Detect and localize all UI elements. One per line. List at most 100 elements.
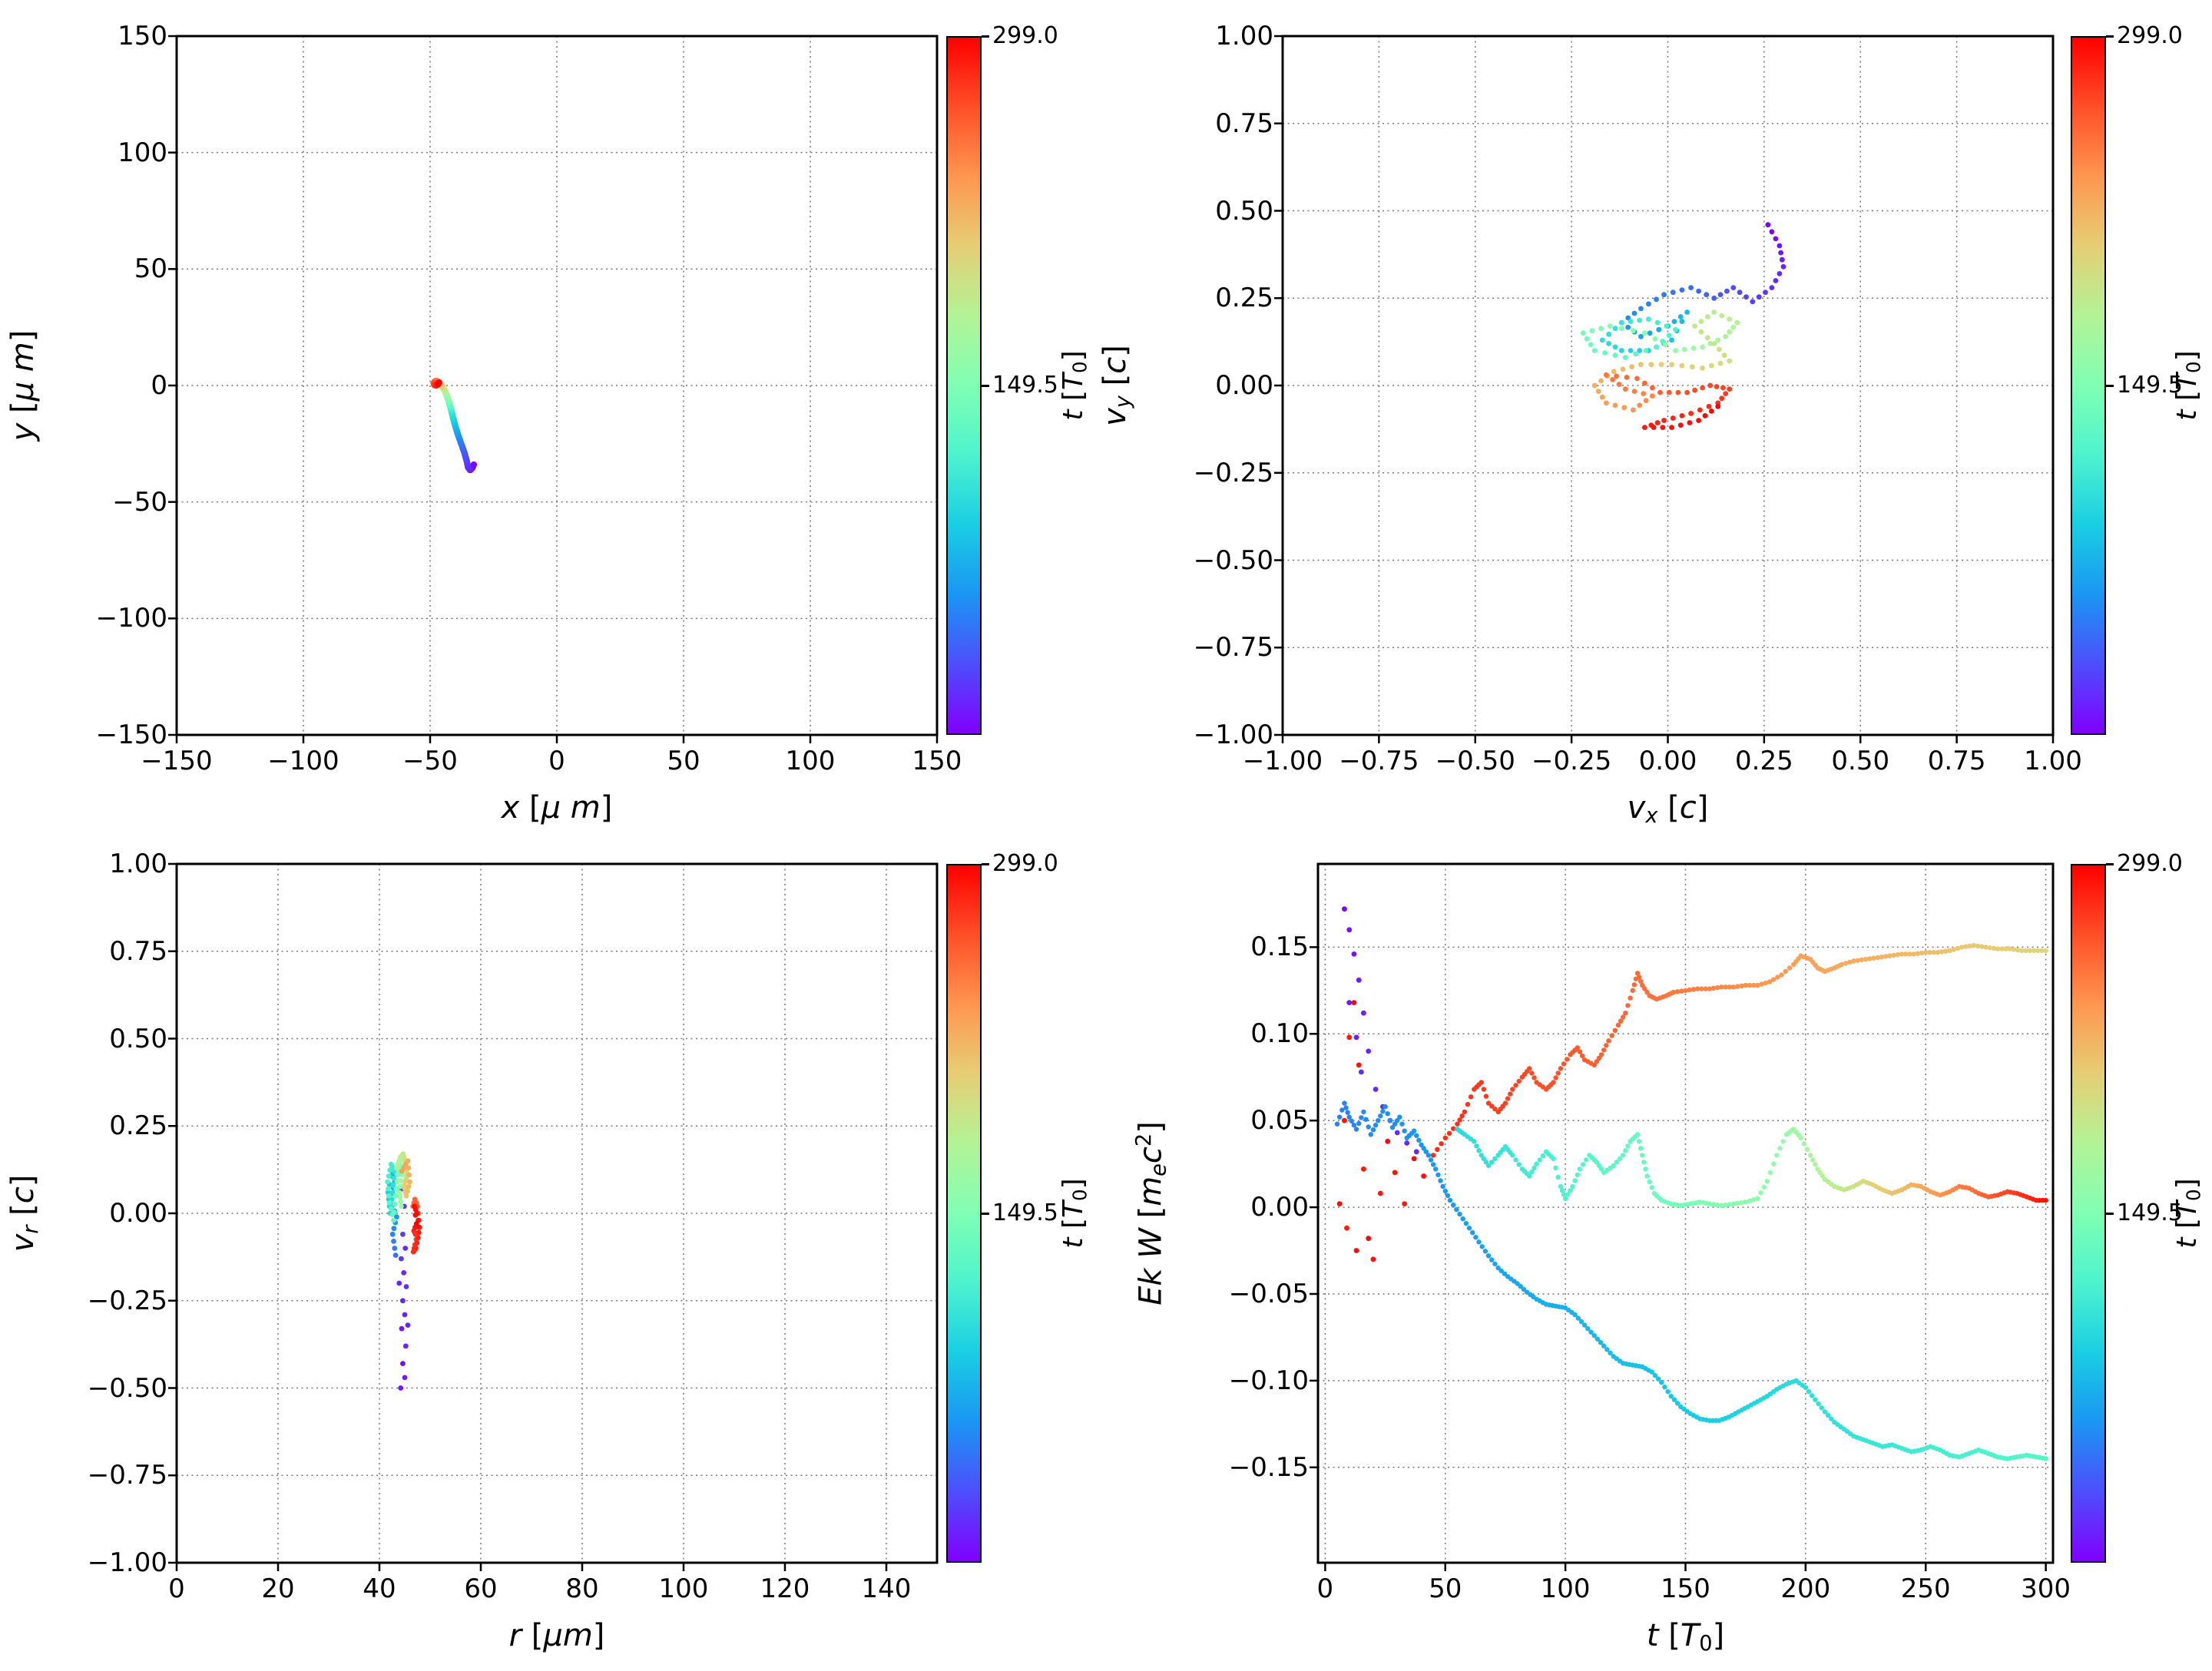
- y-tick-label: −0.75: [1193, 632, 1273, 663]
- colorbar-tick-label: 299.0: [992, 850, 1058, 877]
- colorbar-tick-mark: [2106, 35, 2114, 38]
- series-velocity-path: [1580, 222, 1786, 430]
- x-tick-label: 140: [861, 1573, 912, 1604]
- series-trajectory: [430, 377, 477, 474]
- series-ek-rising-branch: [1430, 942, 2048, 1158]
- series-early-red-scatter: [1336, 1000, 1426, 1262]
- axes-border: [175, 862, 939, 1564]
- tick-marks: [1310, 946, 2047, 1571]
- y-tick-label: 0.75: [109, 935, 167, 967]
- y-tick-label: −1.00: [87, 1547, 167, 1578]
- x-tick-label: −0.75: [1339, 746, 1419, 776]
- y-tick-label: 0.15: [1250, 931, 1309, 963]
- x-tick-label: −100: [267, 746, 339, 776]
- y-tick-label: 1.00: [1215, 21, 1273, 51]
- colorbar-tick-mark: [982, 1213, 989, 1215]
- x-tick-label: −0.50: [1435, 746, 1515, 776]
- x-tick-label: 0.50: [1831, 746, 1890, 776]
- y-tick-label: −50: [112, 486, 167, 518]
- y-tick-label: 0.00: [1250, 1192, 1309, 1223]
- energy-vs-time-plot-area: [1310, 862, 2055, 1571]
- series-w-descending-branch: [1334, 1100, 2048, 1461]
- y-tick-label: −0.75: [87, 1460, 167, 1491]
- x-axis-label: t [T0]: [1646, 1618, 1725, 1656]
- x-axis-label: vx [c]: [1627, 790, 1709, 828]
- y-tick-label: 0.00: [109, 1198, 167, 1229]
- colorbar-tick-mark: [982, 385, 989, 387]
- velocity-space-plot-area: [1274, 35, 2055, 743]
- y-tick-label: 0.05: [1250, 1105, 1309, 1137]
- colorbar-tick-label: 149.5: [2117, 372, 2183, 399]
- x-tick-label: 150: [1661, 1573, 1710, 1604]
- series-late-red-cluster: [410, 1196, 422, 1255]
- colorbar-tick-label: 299.0: [2117, 22, 2183, 49]
- colorbar-tick-label: 149.5: [2117, 1199, 2183, 1226]
- x-tick-label: 250: [1900, 1573, 1951, 1604]
- x-tick-label: 200: [1780, 1573, 1831, 1604]
- series-mid-time-path: [385, 1151, 412, 1258]
- colorbar: [946, 864, 982, 1563]
- x-tick-label: 100: [785, 746, 836, 776]
- y-tick-label: −1.00: [1193, 720, 1273, 750]
- axes-border: [1281, 35, 2055, 736]
- x-tick-label: 50: [1429, 1573, 1462, 1604]
- series-w-middle-branch: [1455, 1127, 2048, 1208]
- colorbar-tick-mark: [2106, 385, 2114, 387]
- x-axis-label: x [μ m]: [501, 790, 613, 826]
- tick-marks: [168, 35, 939, 743]
- x-tick-label: 40: [363, 1573, 396, 1604]
- y-tick-label: 0.75: [1215, 108, 1273, 139]
- x-tick-label: 300: [2021, 1573, 2071, 1604]
- y-tick-label: 0.50: [1215, 195, 1273, 227]
- y-tick-label: −0.05: [1228, 1279, 1309, 1309]
- x-axis-label: r [μm]: [508, 1618, 605, 1653]
- y-tick-label: −100: [95, 603, 167, 634]
- x-tick-label: −1.00: [1242, 746, 1323, 776]
- x-tick-label: 0.00: [1638, 746, 1697, 776]
- x-tick-label: −150: [141, 746, 213, 776]
- x-tick-label: 120: [760, 1573, 810, 1604]
- x-tick-label: 0: [168, 1573, 185, 1604]
- colorbar: [946, 36, 982, 735]
- y-tick-label: 150: [118, 21, 167, 51]
- colorbar-tick-mark: [2106, 1213, 2114, 1215]
- tick-marks: [1274, 35, 2055, 743]
- x-tick-label: 50: [667, 746, 700, 776]
- x-tick-label: 0: [1316, 1573, 1334, 1604]
- r-vr-phase-plot-area: [168, 862, 939, 1571]
- axes-border: [175, 35, 939, 736]
- x-tick-label: 0.75: [1927, 746, 1986, 776]
- y-tick-label: −150: [95, 720, 167, 750]
- colorbar-label: t [T0]: [2171, 1178, 2205, 1249]
- y-tick-label: −0.10: [1228, 1365, 1309, 1396]
- x-tick-label: 100: [1540, 1573, 1591, 1604]
- x-tick-label: 100: [658, 1573, 709, 1604]
- y-tick-label: 0.50: [109, 1023, 167, 1054]
- gridlines: [1318, 864, 2053, 1563]
- x-tick-label: 150: [912, 746, 962, 776]
- x-tick-label: 0.25: [1735, 746, 1793, 776]
- colorbar: [2071, 864, 2106, 1563]
- y-tick-label: −0.15: [1228, 1451, 1309, 1483]
- y-tick-label: −0.50: [1193, 544, 1273, 576]
- colorbar-tick-mark: [2106, 863, 2114, 865]
- y-tick-label: 100: [118, 137, 167, 168]
- y-tick-label: −0.25: [1193, 457, 1273, 488]
- colorbar-tick-label: 299.0: [2117, 850, 2183, 877]
- x-tick-label: 1.00: [2024, 746, 2082, 776]
- y-tick-label: −0.25: [87, 1285, 167, 1316]
- xy-trajectory-plot-area: [168, 35, 939, 743]
- y-tick-label: 0.25: [1215, 283, 1273, 314]
- y-tick-label: 50: [134, 253, 167, 285]
- colorbar: [2071, 36, 2106, 735]
- colorbar-tick-label: 299.0: [992, 22, 1058, 49]
- tick-marks: [168, 862, 888, 1571]
- series-early-purple-scatter: [1342, 906, 1419, 1155]
- y-tick-label: −0.50: [87, 1372, 167, 1404]
- x-tick-label: 20: [261, 1573, 295, 1604]
